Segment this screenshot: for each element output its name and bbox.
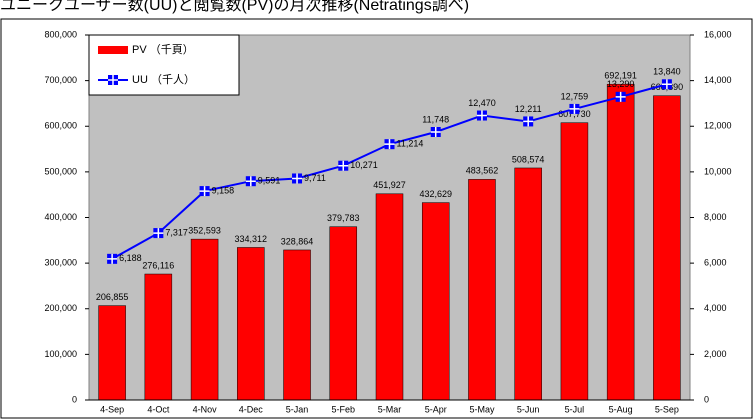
x-tick-label: 5-Jan — [286, 404, 309, 414]
x-tick-label: 5-Mar — [378, 404, 402, 414]
marker-cross — [107, 253, 118, 264]
bar-value-label: 352,593 — [188, 226, 221, 236]
chart-title: ユニークユーザー数(UU)と閲覧数(PV)の月次推移(Netratings調べ) — [0, 0, 469, 14]
y-tick-label: 300,000 — [44, 258, 77, 268]
x-tick-label: 4-Sep — [100, 404, 124, 414]
bar-value-label: 432,629 — [419, 189, 452, 199]
y2-tick-label: 6,000 — [704, 258, 727, 268]
bar-value-label: 206,855 — [96, 292, 129, 302]
line-value-label: 7,317 — [165, 227, 188, 237]
y2-tick-label: 2,000 — [704, 349, 727, 359]
x-tick-label: 5-Apr — [425, 404, 447, 414]
marker-cross — [338, 160, 349, 171]
legend-label: UU （千人） — [132, 73, 195, 86]
y2-tick-label: 0 — [704, 394, 709, 404]
x-tick-label: 5-Jul — [565, 404, 585, 414]
x-tick-label: 4-Dec — [239, 404, 264, 414]
y-tick-label: 500,000 — [44, 166, 77, 176]
line-value-label: 6,188 — [119, 253, 142, 263]
marker-cross — [523, 116, 534, 127]
y2-tick-label: 16,000 — [704, 29, 732, 39]
x-tick-label: 5-May — [469, 404, 495, 414]
bar-value-label: 451,927 — [373, 180, 406, 190]
marker-cross — [384, 139, 395, 150]
y2-tick-label: 10,000 — [704, 166, 732, 176]
bar-value-label: 379,783 — [327, 213, 360, 223]
bar — [606, 83, 635, 401]
y2-tick-label: 4,000 — [704, 303, 727, 313]
bar — [329, 226, 358, 401]
marker-cross — [661, 79, 672, 90]
line-value-label: 9,158 — [212, 185, 235, 195]
marker-cross — [199, 186, 210, 197]
line-value-label: 12,759 — [561, 91, 589, 101]
bar-value-label: 607,730 — [558, 109, 591, 119]
bar-value-label: 334,312 — [235, 234, 268, 244]
y-tick-label: 700,000 — [44, 75, 77, 85]
y-tick-label: 600,000 — [44, 121, 77, 131]
x-tick-label: 5-Jun — [517, 404, 540, 414]
marker-cross — [569, 103, 580, 114]
line-value-label: 12,211 — [515, 104, 542, 114]
bar — [653, 95, 681, 401]
marker-cross — [292, 173, 303, 184]
y-tick-label: 0 — [72, 394, 77, 404]
bar — [468, 179, 496, 401]
line-value-label: 10,271 — [350, 160, 378, 170]
x-tick-label: 4-Nov — [193, 404, 218, 414]
bar — [190, 238, 219, 401]
line-value-label: 9,591 — [258, 176, 281, 186]
y2-tick-label: 12,000 — [704, 121, 732, 131]
marker-cross — [430, 126, 441, 137]
marker-cross — [476, 110, 487, 121]
bar — [514, 167, 542, 401]
marker-cross — [615, 91, 626, 102]
y2-tick-label: 14,000 — [704, 75, 732, 85]
line-value-label: 9,711 — [304, 173, 326, 183]
line-value-label: 13,840 — [653, 67, 681, 77]
bar — [98, 305, 126, 401]
bar — [283, 249, 311, 401]
bar — [375, 193, 404, 401]
x-tick-label: 5-Sep — [655, 404, 679, 414]
y-tick-label: 100,000 — [44, 349, 77, 359]
bar — [237, 247, 265, 401]
marker-cross — [245, 176, 256, 187]
y-tick-label: 800,000 — [44, 29, 77, 39]
y2-tick-label: 8,000 — [704, 212, 727, 222]
bar — [560, 122, 589, 401]
legend-label: PV （千頁） — [132, 43, 194, 56]
line-value-label: 13,290 — [607, 79, 635, 89]
bar-value-label: 328,864 — [281, 236, 314, 246]
bar — [144, 273, 173, 401]
bar — [421, 202, 450, 401]
x-tick-label: 5-Aug — [609, 404, 633, 414]
x-tick-label: 4-Oct — [147, 404, 170, 414]
bar-value-label: 508,574 — [512, 154, 545, 164]
y-tick-label: 200,000 — [44, 303, 77, 313]
y-tick-label: 400,000 — [44, 212, 77, 222]
marker-cross — [153, 228, 164, 239]
bar-value-label: 692,191 — [604, 71, 637, 81]
bar-value-label: 483,562 — [466, 166, 499, 176]
legend-swatch — [98, 46, 128, 54]
line-value-label: 11,748 — [422, 114, 449, 124]
x-tick-label: 5-Feb — [332, 404, 356, 414]
line-value-label: 12,470 — [468, 98, 496, 108]
line-value-label: 11,214 — [397, 139, 424, 149]
bar-value-label: 276,116 — [142, 260, 174, 270]
legend-marker-cross — [108, 75, 118, 85]
